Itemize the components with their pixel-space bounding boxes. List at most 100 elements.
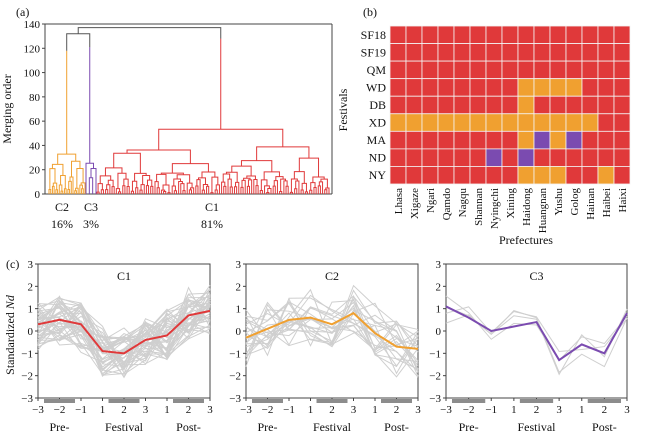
period-label: Post- bbox=[592, 420, 617, 434]
heatmap-cell bbox=[405, 148, 423, 167]
dendrogram-branch bbox=[63, 188, 67, 194]
dendrogram-branch bbox=[55, 189, 59, 194]
x-tick-label: 2 bbox=[186, 404, 192, 416]
heatmap-cell bbox=[597, 25, 615, 44]
heatmap-row-labels: SF18 SF19 QM WD DB XD MA ND NY bbox=[361, 28, 387, 182]
y-tick-label: 40 bbox=[29, 140, 41, 152]
heatmap-row-label: NY bbox=[369, 168, 387, 182]
period-bar bbox=[173, 399, 204, 403]
heatmap-cell bbox=[405, 95, 423, 115]
background-trace bbox=[245, 295, 419, 361]
heatmap-cell bbox=[453, 60, 471, 80]
heatmap-cell bbox=[405, 166, 423, 185]
heatmap-cell bbox=[469, 166, 487, 185]
dendrogram-branch bbox=[97, 183, 103, 193]
heatmap-cell bbox=[389, 43, 407, 62]
cluster-share: 16% bbox=[51, 217, 73, 231]
heatmap-cell bbox=[437, 78, 455, 97]
y-tick-label: −1 bbox=[429, 348, 441, 360]
y-tick-label: 0 bbox=[35, 189, 41, 201]
period-bar bbox=[44, 399, 75, 403]
heatmap-cell bbox=[549, 95, 567, 115]
x-tick-label: 3 bbox=[143, 404, 149, 416]
y-tick-label: 2 bbox=[436, 281, 442, 293]
heatmap-cell bbox=[613, 113, 631, 132]
heatmap-column-label: Golog bbox=[569, 188, 581, 216]
y-tick-label: 0 bbox=[28, 326, 34, 338]
heatmap-cell bbox=[405, 43, 423, 62]
y-tick-label: −1 bbox=[21, 348, 33, 360]
dendrogram-branch bbox=[186, 182, 193, 194]
line-panel-c2: 3 2 1 0 −1 −2 −3−3 −2 −1 1 2 3 1 2 3 Pre- Festival Post- C… bbox=[229, 259, 421, 434]
heatmap-row-label: SF18 bbox=[361, 28, 386, 42]
x-tick-label: 2 bbox=[602, 404, 608, 416]
dendrogram-branch bbox=[100, 189, 104, 194]
dendrogram-branch bbox=[115, 188, 121, 194]
heatmap-cell bbox=[581, 95, 599, 115]
dendrogram-branch bbox=[106, 184, 111, 194]
dendrogram-branch bbox=[283, 180, 288, 194]
heatmap-cell bbox=[517, 113, 535, 132]
dendrogram-branch bbox=[273, 180, 278, 194]
heatmap-cell bbox=[453, 166, 471, 185]
dendrogram-branch bbox=[304, 191, 309, 194]
dendrogram-branch bbox=[134, 172, 147, 182]
dendrogram-branch bbox=[309, 189, 313, 194]
background-trace bbox=[37, 322, 211, 365]
heatmap-cell bbox=[549, 78, 567, 97]
heatmap-cell bbox=[453, 148, 471, 167]
heatmap-column-label: Shannan bbox=[473, 188, 485, 226]
x-tick-label: −2 bbox=[54, 404, 66, 416]
dendrogram-branch bbox=[158, 128, 284, 150]
heatmap-row-label: MA bbox=[367, 133, 387, 147]
heatmap-cell bbox=[597, 166, 615, 185]
y-tick-label: 20 bbox=[29, 165, 41, 177]
heatmap-cell bbox=[533, 25, 551, 44]
heatmap-cell bbox=[613, 60, 631, 80]
heatmap-cell bbox=[453, 78, 471, 97]
dendrogram-branch bbox=[227, 178, 232, 194]
heatmap-cell bbox=[597, 78, 615, 97]
heatmap-cell bbox=[421, 43, 439, 62]
dendrogram-branch bbox=[135, 187, 139, 194]
y-tick-label: 140 bbox=[24, 19, 41, 31]
dendrogram-branch bbox=[214, 189, 218, 194]
heatmap-cell bbox=[597, 60, 615, 80]
dendrogram-branch bbox=[285, 185, 289, 194]
heatmap-cell bbox=[421, 25, 439, 44]
heatmap-cell bbox=[485, 78, 503, 97]
dendrogram-branch bbox=[88, 177, 94, 194]
dendrogram-branch bbox=[320, 178, 328, 188]
period-label: Festival bbox=[105, 420, 144, 434]
heatmap-cell bbox=[453, 95, 471, 115]
heatmap-column-label: Xigaze bbox=[409, 188, 421, 219]
period-bar bbox=[587, 399, 621, 403]
dendrogram-branch bbox=[178, 180, 183, 194]
heatmap-column-label: Xining bbox=[505, 188, 517, 219]
period-bar bbox=[252, 399, 283, 403]
heatmap-column-label: Nagqu bbox=[457, 188, 469, 218]
dendrogram-branch bbox=[221, 181, 226, 194]
dendrogram-branch bbox=[99, 175, 112, 184]
x-tick-label: −3 bbox=[440, 404, 452, 416]
heatmap-cell bbox=[405, 25, 423, 44]
heatmap-cell bbox=[565, 25, 583, 44]
heatmap-cell bbox=[421, 113, 439, 132]
x-tick-label: −1 bbox=[283, 404, 295, 416]
heatmap-cell bbox=[613, 130, 631, 150]
heatmap-cell bbox=[613, 78, 631, 97]
heatmap-cell bbox=[389, 25, 407, 44]
dendrogram-branch bbox=[325, 187, 330, 194]
heatmap-column-label: Yushu bbox=[553, 188, 565, 216]
heatmap-cell bbox=[485, 130, 503, 150]
background-trace bbox=[445, 306, 628, 352]
heatmap-cell bbox=[517, 25, 535, 44]
dendrogram-branch bbox=[235, 181, 240, 194]
heatmap-cell bbox=[469, 148, 487, 167]
heatmap-cell bbox=[437, 113, 455, 132]
x-tick-label: 2 bbox=[394, 404, 400, 416]
dendrogram-branch bbox=[117, 172, 127, 189]
heatmap-cell bbox=[549, 43, 567, 62]
dendrogram-branch bbox=[231, 165, 252, 176]
